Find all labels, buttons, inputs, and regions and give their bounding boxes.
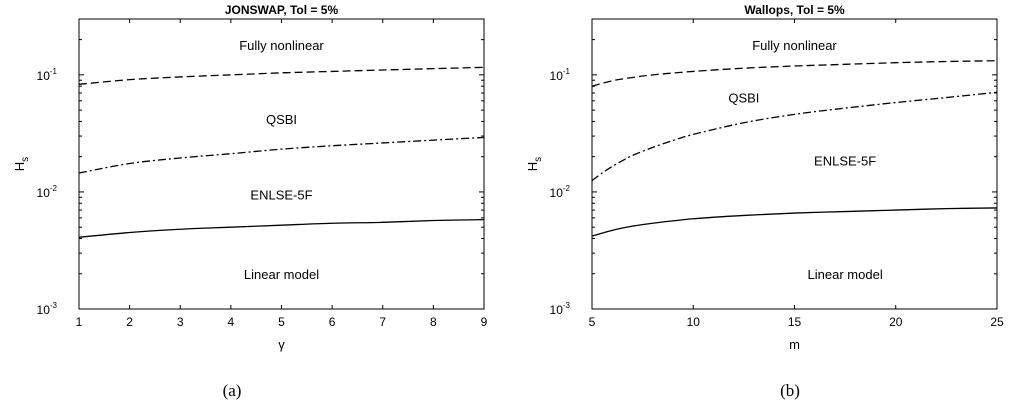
region-annotation: Linear model xyxy=(244,267,319,282)
y-tick-label: 10-2 xyxy=(37,184,58,200)
y-tick-exponent: -3 xyxy=(50,301,58,310)
series-line-dashed xyxy=(591,60,998,87)
y-axis-label-sub: s xyxy=(533,157,544,162)
x-tick-label: 15 xyxy=(788,315,802,329)
region-annotation: Fully nonlinear xyxy=(239,38,324,53)
x-tick-label: 5 xyxy=(278,315,285,329)
y-tick-base: 10 xyxy=(37,303,51,317)
y-tick-exponent: -3 xyxy=(563,301,571,310)
x-tick-label: 6 xyxy=(329,315,336,329)
x-tick-label: 4 xyxy=(228,315,235,329)
series-line-dashdot xyxy=(78,136,485,174)
y-axis-label-main: H xyxy=(12,162,27,171)
y-tick-base: 10 xyxy=(550,69,564,83)
x-tick-label: 20 xyxy=(889,315,903,329)
y-tick-base: 10 xyxy=(37,69,51,83)
series-line-solid xyxy=(78,218,485,238)
y-axis-label: Hs xyxy=(12,157,31,171)
region-annotation: ENLSE-5F xyxy=(250,188,312,203)
region-annotation: Fully nonlinear xyxy=(752,38,837,53)
y-tick-label: 10-1 xyxy=(550,67,571,83)
x-tick-label: 5 xyxy=(589,315,596,329)
y-axis-label-sub: s xyxy=(20,157,31,162)
y-tick-base: 10 xyxy=(550,303,564,317)
y-tick-exponent: -2 xyxy=(563,184,571,193)
panel-caption: (b) xyxy=(780,381,800,400)
x-tick-label: 8 xyxy=(430,315,437,329)
x-tick-label: 1 xyxy=(76,315,83,329)
plot-frame xyxy=(591,18,998,310)
region-annotation: Linear model xyxy=(808,267,883,282)
x-tick-label: 7 xyxy=(379,315,386,329)
y-tick-label: 10-3 xyxy=(37,301,58,317)
plot-frame xyxy=(78,18,485,310)
x-tick-label: 3 xyxy=(177,315,184,329)
x-axis-label: m xyxy=(789,337,800,352)
chart-title: Wallops, Tol = 5% xyxy=(744,3,845,17)
series-line-dashdot xyxy=(591,91,998,182)
y-axis-label-main: H xyxy=(525,162,540,171)
x-tick-label: 25 xyxy=(990,315,1004,329)
y-tick-exponent: -1 xyxy=(50,67,58,76)
y-tick-label: 10-1 xyxy=(37,67,58,83)
y-tick-exponent: -2 xyxy=(50,184,58,193)
y-tick-exponent: -1 xyxy=(563,67,571,76)
x-tick-label: 9 xyxy=(481,315,488,329)
series-line-dashed xyxy=(78,66,485,85)
region-annotation: QSBI xyxy=(728,91,759,106)
region-annotation: ENLSE-5F xyxy=(814,154,876,169)
y-tick-label: 10-2 xyxy=(550,184,571,200)
x-tick-label: 10 xyxy=(687,315,701,329)
panel-caption: (a) xyxy=(223,381,242,400)
x-axis-label: γ xyxy=(278,337,285,352)
y-tick-label: 10-3 xyxy=(550,301,571,317)
x-tick-label: 2 xyxy=(126,315,133,329)
region-annotation: QSBI xyxy=(266,112,297,127)
y-tick-base: 10 xyxy=(550,186,564,200)
y-axis-label: Hs xyxy=(525,157,544,171)
chart-title: JONSWAP, Tol = 5% xyxy=(225,3,339,17)
series-line-solid xyxy=(591,207,998,237)
y-tick-base: 10 xyxy=(37,186,51,200)
